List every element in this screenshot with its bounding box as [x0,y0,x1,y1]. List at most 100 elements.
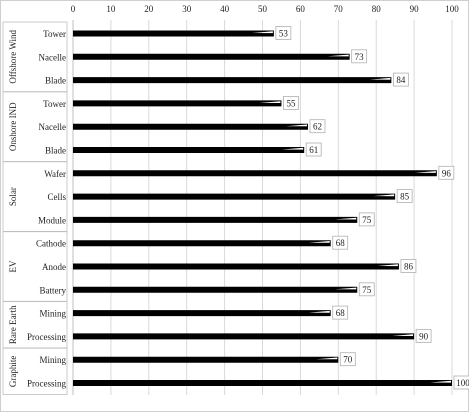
bar-highlight [308,310,330,313]
value-label-box [396,189,413,204]
value-label-box [438,165,455,180]
category-label: Module [38,215,66,225]
bar-highlight [430,380,451,383]
bar [73,100,282,107]
bar [73,147,305,153]
bar [73,193,396,200]
group-label: Onshore IND [8,102,18,151]
category-label: Wafer [44,169,66,179]
category-label: Mining [39,309,66,319]
bars [73,30,452,386]
category-label: Nacelle [39,52,66,62]
value-label-box [453,375,469,390]
category-label: Blade [45,76,66,86]
value-label-box [305,142,322,157]
bar-highlight [285,124,307,127]
bar-highlight [259,101,281,103]
bar-highlight [392,334,414,336]
category-label: Nacelle [39,122,66,132]
bar-highlight [335,287,357,290]
value-label-box [392,72,409,87]
value-label: 85 [400,192,410,202]
x-tick-label: 80 [372,4,382,14]
value-label-box [358,282,375,297]
bar-highlight [335,217,357,220]
category-label: Tower [43,99,66,109]
x-tick-label: 90 [410,4,420,14]
value-label: 75 [362,285,372,295]
x-tick-label: 40 [220,4,230,14]
bar-highlight [369,77,391,80]
bar [73,123,308,130]
bar [73,30,274,37]
x-tick-label: 60 [296,4,306,14]
bar [73,286,358,293]
x-tick-label: 20 [144,4,154,14]
x-tick-label: 70 [334,4,344,14]
category-labels: Tower Nacelle Blade Tower Nacelle Blade Wafer C… [27,29,66,389]
value-label-box [309,119,326,134]
x-tick-label: 50 [258,4,268,14]
value-label-box [415,328,432,343]
group-labels: Offshore Wind Onshore IND Solar EV Rare Eart… [2,21,68,395]
value-label-box [351,49,368,64]
group-box [2,347,68,395]
group-label: EV [8,260,18,272]
value-label: 84 [396,75,406,85]
x-tick-label: 0 [71,4,76,14]
group-label: Rare Earth [8,305,18,344]
value-label: 53 [279,29,289,39]
bar [73,240,331,247]
category-label: Blade [45,146,66,156]
x-tick-label: 30 [182,4,192,14]
value-label: 68 [336,238,346,248]
value-label: 70 [343,355,353,365]
category-label: Processing [27,379,66,389]
value-label: 61 [309,145,318,155]
bar [73,216,358,223]
x-tick-label: 100 [445,4,459,14]
bar-highlight [373,194,395,197]
bar [73,356,339,363]
value-label: 90 [419,331,429,341]
value-label: 62 [313,122,322,132]
group-label: Solar [8,187,18,206]
value-label: 100 [456,378,469,388]
bar-highlight [316,357,338,360]
bar [73,333,415,340]
bar [73,53,350,60]
value-label-box [358,212,375,227]
bar [73,310,331,317]
bar-highlight [282,147,304,150]
bar-highlight [308,241,330,243]
value-label: 55 [286,98,296,108]
bar [73,77,392,84]
value-label-box [275,26,292,40]
value-label-box [339,352,356,367]
category-label: Mining [39,355,66,365]
value-label-box [400,259,417,273]
x-tick-label: 10 [106,4,116,14]
bar-highlight [414,171,436,173]
category-label: Cathode [36,239,66,249]
value-label-box [283,96,299,110]
bar-highlight [251,31,273,34]
value-label: 68 [336,308,346,318]
category-label: Cells [47,192,66,202]
value-label: 96 [442,168,452,178]
bar-highlight [376,264,398,267]
category-label: Battery [40,285,67,295]
group-label: Offshore Wind [8,30,18,84]
category-label: Anode [42,262,66,272]
value-label: 73 [355,52,365,62]
bar [73,263,399,270]
value-label-box [332,235,349,250]
category-label: Processing [27,332,66,342]
bar-highlight [327,54,349,57]
bar [73,170,437,177]
value-label: 86 [404,262,414,272]
value-label-box [332,305,349,320]
value-labels: 53 73 84 55 62 61 96 85 75 68 86 75 68 90 70 100 [275,26,469,390]
